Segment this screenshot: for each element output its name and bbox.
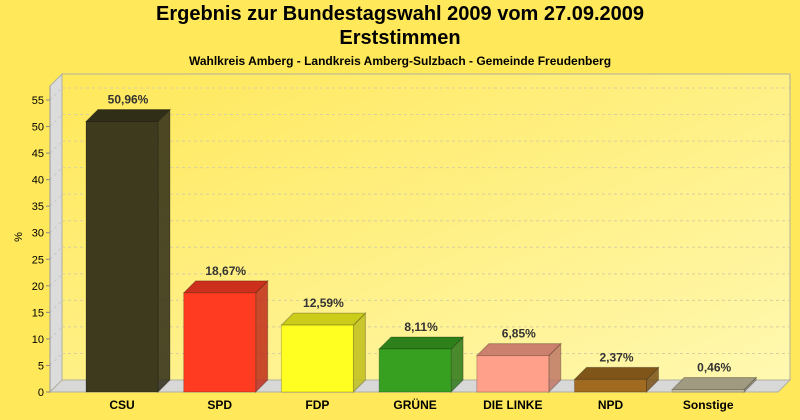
y-tick-label: 55 bbox=[32, 95, 44, 107]
gridline-side bbox=[49, 220, 63, 234]
y-axis-label: % bbox=[13, 232, 25, 242]
gridline-side bbox=[49, 87, 63, 101]
bar-side bbox=[157, 108, 171, 394]
bar-side bbox=[352, 311, 366, 394]
data-label: 12,59% bbox=[303, 296, 344, 310]
gridline-side bbox=[49, 273, 63, 287]
data-label: 6,85% bbox=[502, 327, 536, 341]
gridline-side bbox=[49, 114, 63, 127]
data-label: 0,46% bbox=[697, 361, 731, 375]
x-tick-label: CSU bbox=[109, 398, 134, 412]
chart-subtitle: Wahlkreis Amberg - Landkreis Amberg-Sulz… bbox=[188, 54, 612, 68]
gridline-side bbox=[49, 193, 63, 207]
bar-top bbox=[573, 366, 660, 380]
gridline-side bbox=[49, 326, 63, 340]
bar-grüne bbox=[378, 348, 452, 393]
x-tick-label: NPD bbox=[598, 398, 624, 412]
y-tick-label: 10 bbox=[32, 334, 44, 346]
data-label: 50,96% bbox=[108, 92, 149, 106]
data-label: 8,11% bbox=[404, 320, 438, 334]
y-tick-label: 20 bbox=[32, 281, 44, 293]
x-tick-label: SPD bbox=[207, 398, 232, 412]
bar-fdp bbox=[280, 324, 354, 393]
y-tick-label: 35 bbox=[32, 201, 44, 213]
y-tick-label: 25 bbox=[32, 254, 44, 266]
gridline-side bbox=[49, 246, 63, 260]
bar-csu bbox=[85, 120, 159, 393]
bar-die-linke bbox=[476, 355, 550, 393]
x-tick-label: Sonstige bbox=[683, 398, 734, 412]
y-tick-label: 45 bbox=[32, 148, 44, 160]
plot-back-wall bbox=[61, 73, 791, 381]
x-tick-label: DIE LINKE bbox=[483, 398, 542, 412]
data-label: 18,67% bbox=[205, 264, 246, 278]
bar-top bbox=[377, 336, 465, 350]
bar-side bbox=[255, 279, 269, 394]
y-tick-label: 50 bbox=[32, 122, 44, 134]
bar-top bbox=[670, 377, 758, 391]
bar-top bbox=[84, 108, 172, 122]
bar-top bbox=[182, 280, 269, 294]
x-tick-label: GRÜNE bbox=[393, 397, 436, 412]
y-tick-label: 0 bbox=[38, 387, 44, 399]
y-tick-label: 15 bbox=[32, 307, 44, 319]
bar-top bbox=[475, 343, 563, 357]
bar-top bbox=[280, 312, 367, 326]
chart-title-line2: Erststimmen bbox=[339, 27, 461, 49]
y-tick-label: 5 bbox=[38, 360, 44, 372]
gridline-side bbox=[49, 353, 63, 366]
bar-npd bbox=[574, 378, 647, 393]
gridline-side bbox=[49, 140, 63, 154]
y-tick-label: 30 bbox=[32, 228, 44, 240]
x-tick-label: FDP bbox=[305, 398, 329, 412]
bar-spd bbox=[183, 292, 257, 393]
y-tick-label: 40 bbox=[32, 175, 44, 187]
plot-left-wall bbox=[49, 72, 63, 394]
data-label: 2,37% bbox=[599, 350, 633, 364]
chart-title: Ergebnis zur Bundestagswahl 2009 vom 27.… bbox=[156, 3, 644, 25]
gridline-side bbox=[49, 300, 63, 313]
gridline-side bbox=[49, 167, 63, 180]
bar-sonstige bbox=[671, 389, 745, 393]
